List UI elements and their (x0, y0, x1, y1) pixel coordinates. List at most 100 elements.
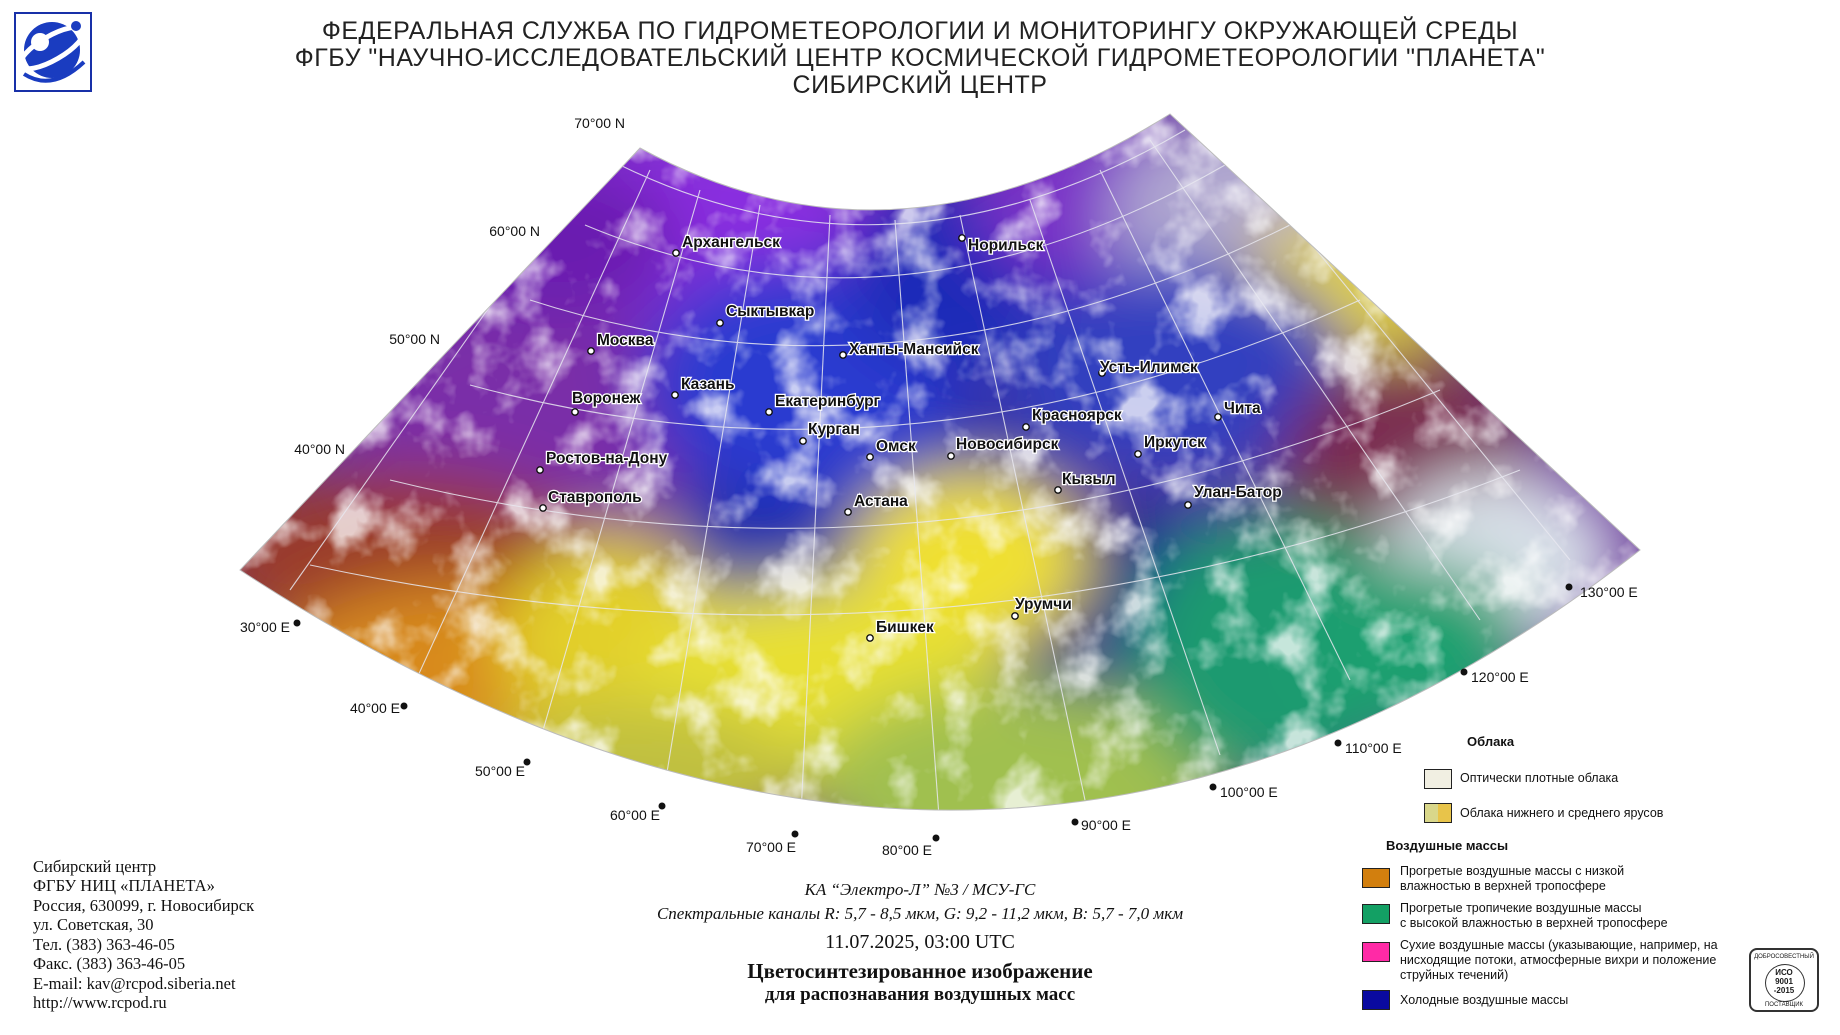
longitude-tick (1334, 739, 1342, 747)
address-email: E-mail: kav@rcpod.siberia.net (33, 974, 236, 993)
city-marker (536, 466, 544, 474)
longitude-tick (1071, 818, 1079, 826)
city-marker (839, 351, 847, 359)
city-label: Усть-Илимск (1100, 359, 1198, 376)
legend-swatch-low-mid-clouds (1424, 803, 1452, 823)
city-marker (1011, 612, 1019, 620)
longitude-tick (932, 834, 940, 842)
legend-low-mid-clouds-label: Облака нижнего и среднего ярусов (1460, 806, 1664, 820)
city-marker (672, 249, 680, 257)
legend-cold-label: Холодные воздушные массы (1400, 993, 1569, 1007)
iso-9001-badge: ДОБРОСОВЕСТНЫЙ ИСО 9001 -2015 ПОСТАВЩИК (1749, 948, 1819, 1012)
city-marker (716, 319, 724, 327)
city-label: Воронеж (572, 390, 641, 407)
city-label: Омск (876, 438, 916, 455)
caption-channels: Спектральные каналы R: 5,7 - 8,5 мкм, G:… (656, 904, 1184, 923)
city-label: Астана (854, 493, 908, 510)
city-marker (799, 437, 807, 445)
longitude-label: 80°00 E (882, 842, 932, 858)
longitude-label: 60°00 E (610, 807, 660, 823)
latitude-label: 50°00 N (389, 331, 440, 347)
city-marker (1098, 369, 1106, 377)
address-phone: Тел. (383) 363-46-05 (33, 935, 175, 954)
city-label: Новосибирск (956, 436, 1059, 453)
city-label: Кызыл (1062, 471, 1116, 488)
longitude-tick (658, 802, 666, 810)
city-label: Архангельск (682, 234, 780, 251)
city-label: Сыктывкар (726, 303, 814, 320)
planeta-logo (14, 12, 92, 92)
city-marker (1214, 413, 1222, 421)
longitude-tick (1209, 783, 1217, 791)
latitude-label: 70°00 N (574, 115, 625, 131)
city-label: Ханты-Мансийск (849, 341, 979, 358)
legend-dry-label: Сухие воздушные массы (указывающие, напр… (1400, 938, 1718, 982)
city-marker (844, 508, 852, 516)
legend-warm-tropical-label: Прогретые тропичекие воздушные массы с вы… (1400, 901, 1668, 930)
longitude-tick (400, 702, 408, 710)
city-marker (571, 408, 579, 416)
header-line-2: ФГБУ "НАУЧНО-ИССЛЕДОВАТЕЛЬСКИЙ ЦЕНТР КОС… (294, 44, 1546, 72)
legend-swatch-warm-dry (1362, 868, 1390, 888)
latitude-label: 60°00 N (489, 223, 540, 239)
city-marker (866, 453, 874, 461)
longitude-tick (293, 619, 301, 627)
city-label: Красноярск (1032, 407, 1122, 424)
longitude-tick (791, 830, 799, 838)
longitude-label: 40°00 E (350, 700, 400, 716)
city-marker (765, 408, 773, 416)
city-label: Урумчи (1015, 596, 1072, 613)
longitude-label: 30°00 E (240, 619, 290, 635)
longitude-label: 50°00 E (475, 763, 525, 779)
city-marker (1184, 501, 1192, 509)
city-label: Казань (681, 376, 734, 393)
legend-swatch-dry (1362, 942, 1390, 962)
legend-dense-clouds-label: Оптически плотные облака (1460, 771, 1619, 785)
longitude-label: 90°00 E (1081, 817, 1131, 833)
city-label: Екатеринбург (775, 393, 881, 410)
city-marker (958, 234, 966, 242)
caption-title-1: Цветосинтезированное изображение (747, 959, 1093, 983)
longitude-label: 130°00 E (1580, 584, 1638, 600)
legend-swatch-cold (1362, 990, 1390, 1010)
city-label: Бишкек (876, 619, 934, 636)
address-line: Сибирский центр (33, 857, 157, 876)
city-label: Ростов-на-Дону (546, 450, 668, 467)
longitude-label: 110°00 E (1345, 740, 1402, 756)
longitude-label: 120°00 E (1471, 669, 1529, 685)
city-label: Иркутск (1144, 434, 1205, 451)
address-line: Россия, 630099, г. Новосибирск (33, 896, 255, 915)
longitude-label: 70°00 E (746, 839, 796, 855)
address-line: ул. Советская, 30 (33, 915, 154, 934)
legend-swatch-dense-clouds (1424, 769, 1452, 789)
header-line-3: СИБИРСКИЙ ЦЕНТР (792, 71, 1048, 99)
caption-title-2: для распознавания воздушных масс (764, 984, 1076, 1005)
city-label: Курган (808, 421, 860, 438)
city-marker (947, 452, 955, 460)
city-label: Норильск (968, 237, 1044, 254)
header-line-1: ФЕДЕРАЛЬНАЯ СЛУЖБА ПО ГИДРОМЕТЕОРОЛОГИИ … (321, 17, 1519, 45)
city-marker (1054, 486, 1062, 494)
city-label: Улан-Батор (1194, 484, 1282, 501)
longitude-tick (523, 758, 531, 766)
city-label: Чита (1224, 400, 1261, 417)
city-label: Москва (597, 332, 654, 349)
legend-warm-dry-label: Прогретые воздушные массы с низкой влажно… (1400, 864, 1625, 893)
city-marker (1022, 423, 1030, 431)
longitude-tick (1565, 583, 1573, 591)
address-line: ФГБУ НИЦ «ПЛАНЕТА» (33, 876, 215, 895)
legend-swatch-warm-tropical (1362, 904, 1390, 924)
legend-clouds-title: Облака (1467, 734, 1515, 749)
address-fax: Факс. (383) 363-46-05 (33, 954, 186, 973)
longitude-tick (1460, 668, 1468, 676)
city-marker (539, 504, 547, 512)
address-url: http://www.rcpod.ru (33, 993, 167, 1012)
city-marker (1134, 450, 1142, 458)
longitude-label: 100°00 E (1220, 784, 1278, 800)
city-marker (671, 391, 679, 399)
legend-airmass-title: Воздушные массы (1386, 838, 1509, 853)
caption-satellite: КА “Электро-Л” №3 / МСУ-ГС (804, 880, 1036, 899)
caption-datetime: 11.07.2025, 03:00 UTC (825, 931, 1015, 953)
city-label: Ставрополь (548, 489, 642, 506)
